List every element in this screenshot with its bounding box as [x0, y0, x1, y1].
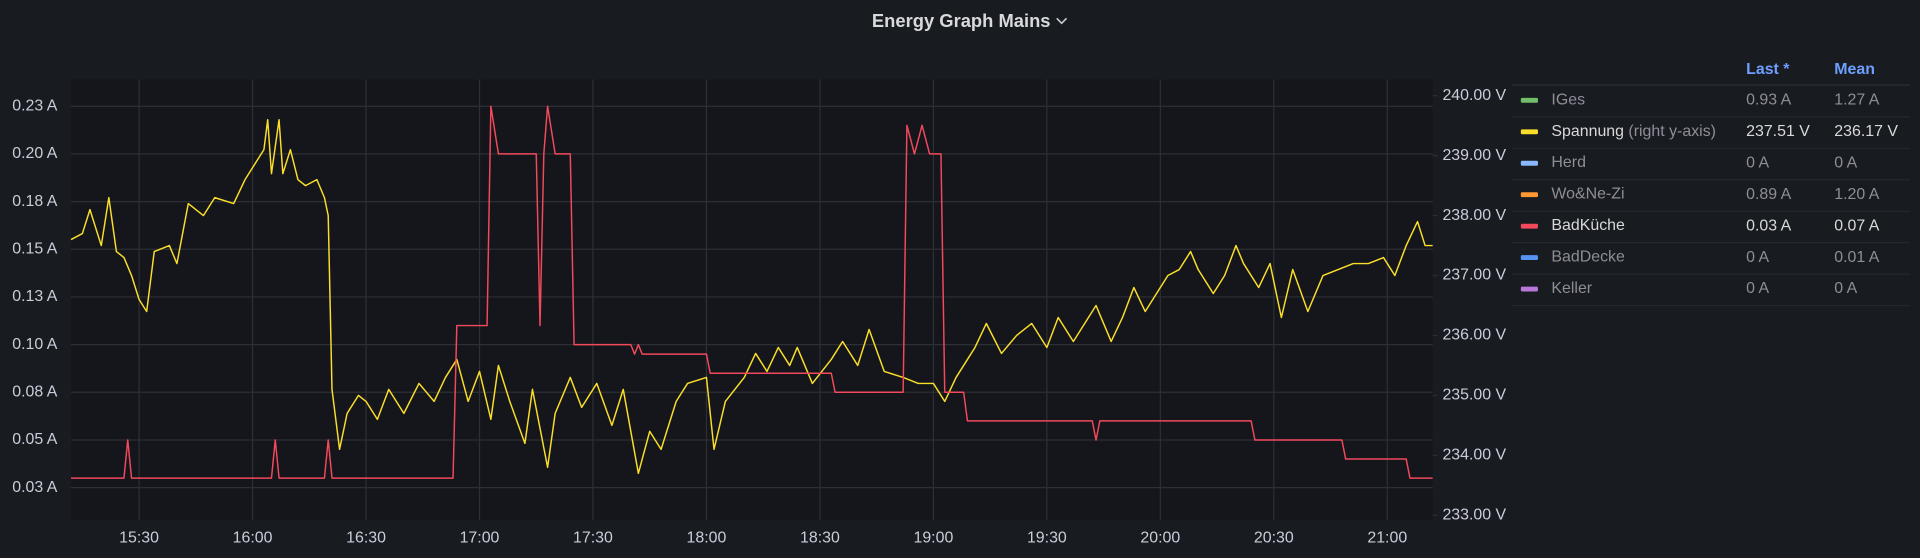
legend-name: Spannung	[1551, 123, 1624, 140]
legend-mean: 0.01 A	[1834, 249, 1880, 266]
x-tick-label: 19:30	[1027, 530, 1067, 547]
title-chevron[interactable]	[1056, 17, 1068, 25]
legend-swatch	[1520, 129, 1538, 135]
x-tick-label: 17:00	[460, 530, 500, 547]
legend-note: (right y-axis)	[1628, 123, 1716, 140]
legend-swatch	[1520, 223, 1538, 229]
x-tick-label: 18:30	[800, 530, 840, 547]
y-tick-label: 0.18 A	[12, 193, 58, 210]
legend-mean: 1.20 A	[1834, 186, 1880, 203]
x-tick-label: 18:00	[687, 530, 727, 547]
legend-column-header: Last *	[1746, 61, 1790, 78]
legend-last: 0.93 A	[1746, 92, 1792, 109]
y-tick-label: 0.05 A	[12, 431, 58, 448]
legend-swatch	[1520, 255, 1538, 261]
legend-last: 0.03 A	[1746, 217, 1792, 234]
plot-area	[71, 79, 1433, 521]
legend-label: IGes	[1551, 92, 1585, 109]
x-tick-label: 20:00	[1140, 530, 1180, 547]
x-tick-label: 19:00	[913, 530, 953, 547]
y2-tick-label: 239.00 V	[1442, 147, 1506, 164]
legend-last: 237.51 V	[1746, 123, 1810, 140]
legend-name: IGes	[1551, 92, 1585, 109]
y2-tick-label: 233.00 V	[1442, 506, 1506, 523]
x-tick-label: 16:30	[346, 530, 386, 547]
legend-label: Herd	[1551, 154, 1585, 171]
x-tick-label: 21:00	[1367, 530, 1407, 547]
y-tick-label: 0.13 A	[12, 288, 58, 305]
legend-last: 0 A	[1746, 249, 1769, 266]
legend-last: 0 A	[1746, 280, 1769, 297]
y2-tick-label: 234.00 V	[1442, 447, 1506, 464]
y-tick-label: 0.08 A	[12, 384, 58, 401]
legend-swatch	[1520, 286, 1538, 292]
legend-last: 0 A	[1746, 154, 1769, 171]
x-tick-label: 20:30	[1254, 530, 1294, 547]
legend-swatch	[1520, 192, 1538, 198]
x-tick-label: 17:30	[573, 530, 613, 547]
series-line	[71, 105, 1433, 479]
legend-swatch	[1520, 160, 1538, 166]
y-tick-label: 0.23 A	[12, 97, 58, 114]
legend-name: Wo&Ne-Zi	[1551, 186, 1624, 203]
legend-mean: 236.17 V	[1834, 123, 1898, 140]
legend-swatch	[1520, 97, 1538, 103]
legend-mean: 1.27 A	[1834, 92, 1880, 109]
legend-mean: 0 A	[1834, 280, 1857, 297]
legend-last: 0.89 A	[1746, 186, 1792, 203]
y2-tick-label: 236.00 V	[1442, 327, 1506, 344]
y-tick-label: 0.20 A	[12, 145, 58, 162]
chart-title[interactable]: Energy Graph Mains	[872, 10, 1051, 31]
legend-name: BadDecke	[1551, 249, 1625, 266]
series-line	[70, 118, 1433, 475]
y-tick-label: 0.15 A	[12, 240, 58, 257]
y2-tick-label: 237.00 V	[1442, 267, 1506, 284]
legend-label: Keller	[1551, 280, 1592, 297]
y2-tick-label: 240.00 V	[1442, 87, 1506, 104]
y2-tick-label: 238.00 V	[1442, 207, 1506, 224]
panel-content: Energy Graph Mains 0.03 A 0.05 A 0.08 A 0.1…	[12, 10, 1911, 547]
x-tick-label: 16:00	[233, 530, 273, 547]
legend-name: Herd	[1551, 154, 1585, 171]
legend-label: BadKüche	[1551, 217, 1625, 234]
y-tick-label: 0.10 A	[12, 336, 58, 353]
legend-column-header: Mean	[1834, 61, 1875, 78]
x-tick-label: 15:30	[119, 530, 159, 547]
legend-mean: 0 A	[1834, 154, 1857, 171]
y-tick-label: 0.03 A	[12, 479, 58, 496]
legend-name: BadKüche	[1551, 217, 1625, 234]
legend-label: Spannung (right y-axis)	[1551, 123, 1716, 140]
legend-mean: 0.07 A	[1834, 217, 1880, 234]
y2-tick-label: 235.00 V	[1442, 387, 1506, 404]
legend-name: Keller	[1551, 280, 1592, 297]
legend-label: BadDecke	[1551, 249, 1625, 266]
legend-label: Wo&Ne-Zi	[1551, 186, 1624, 203]
